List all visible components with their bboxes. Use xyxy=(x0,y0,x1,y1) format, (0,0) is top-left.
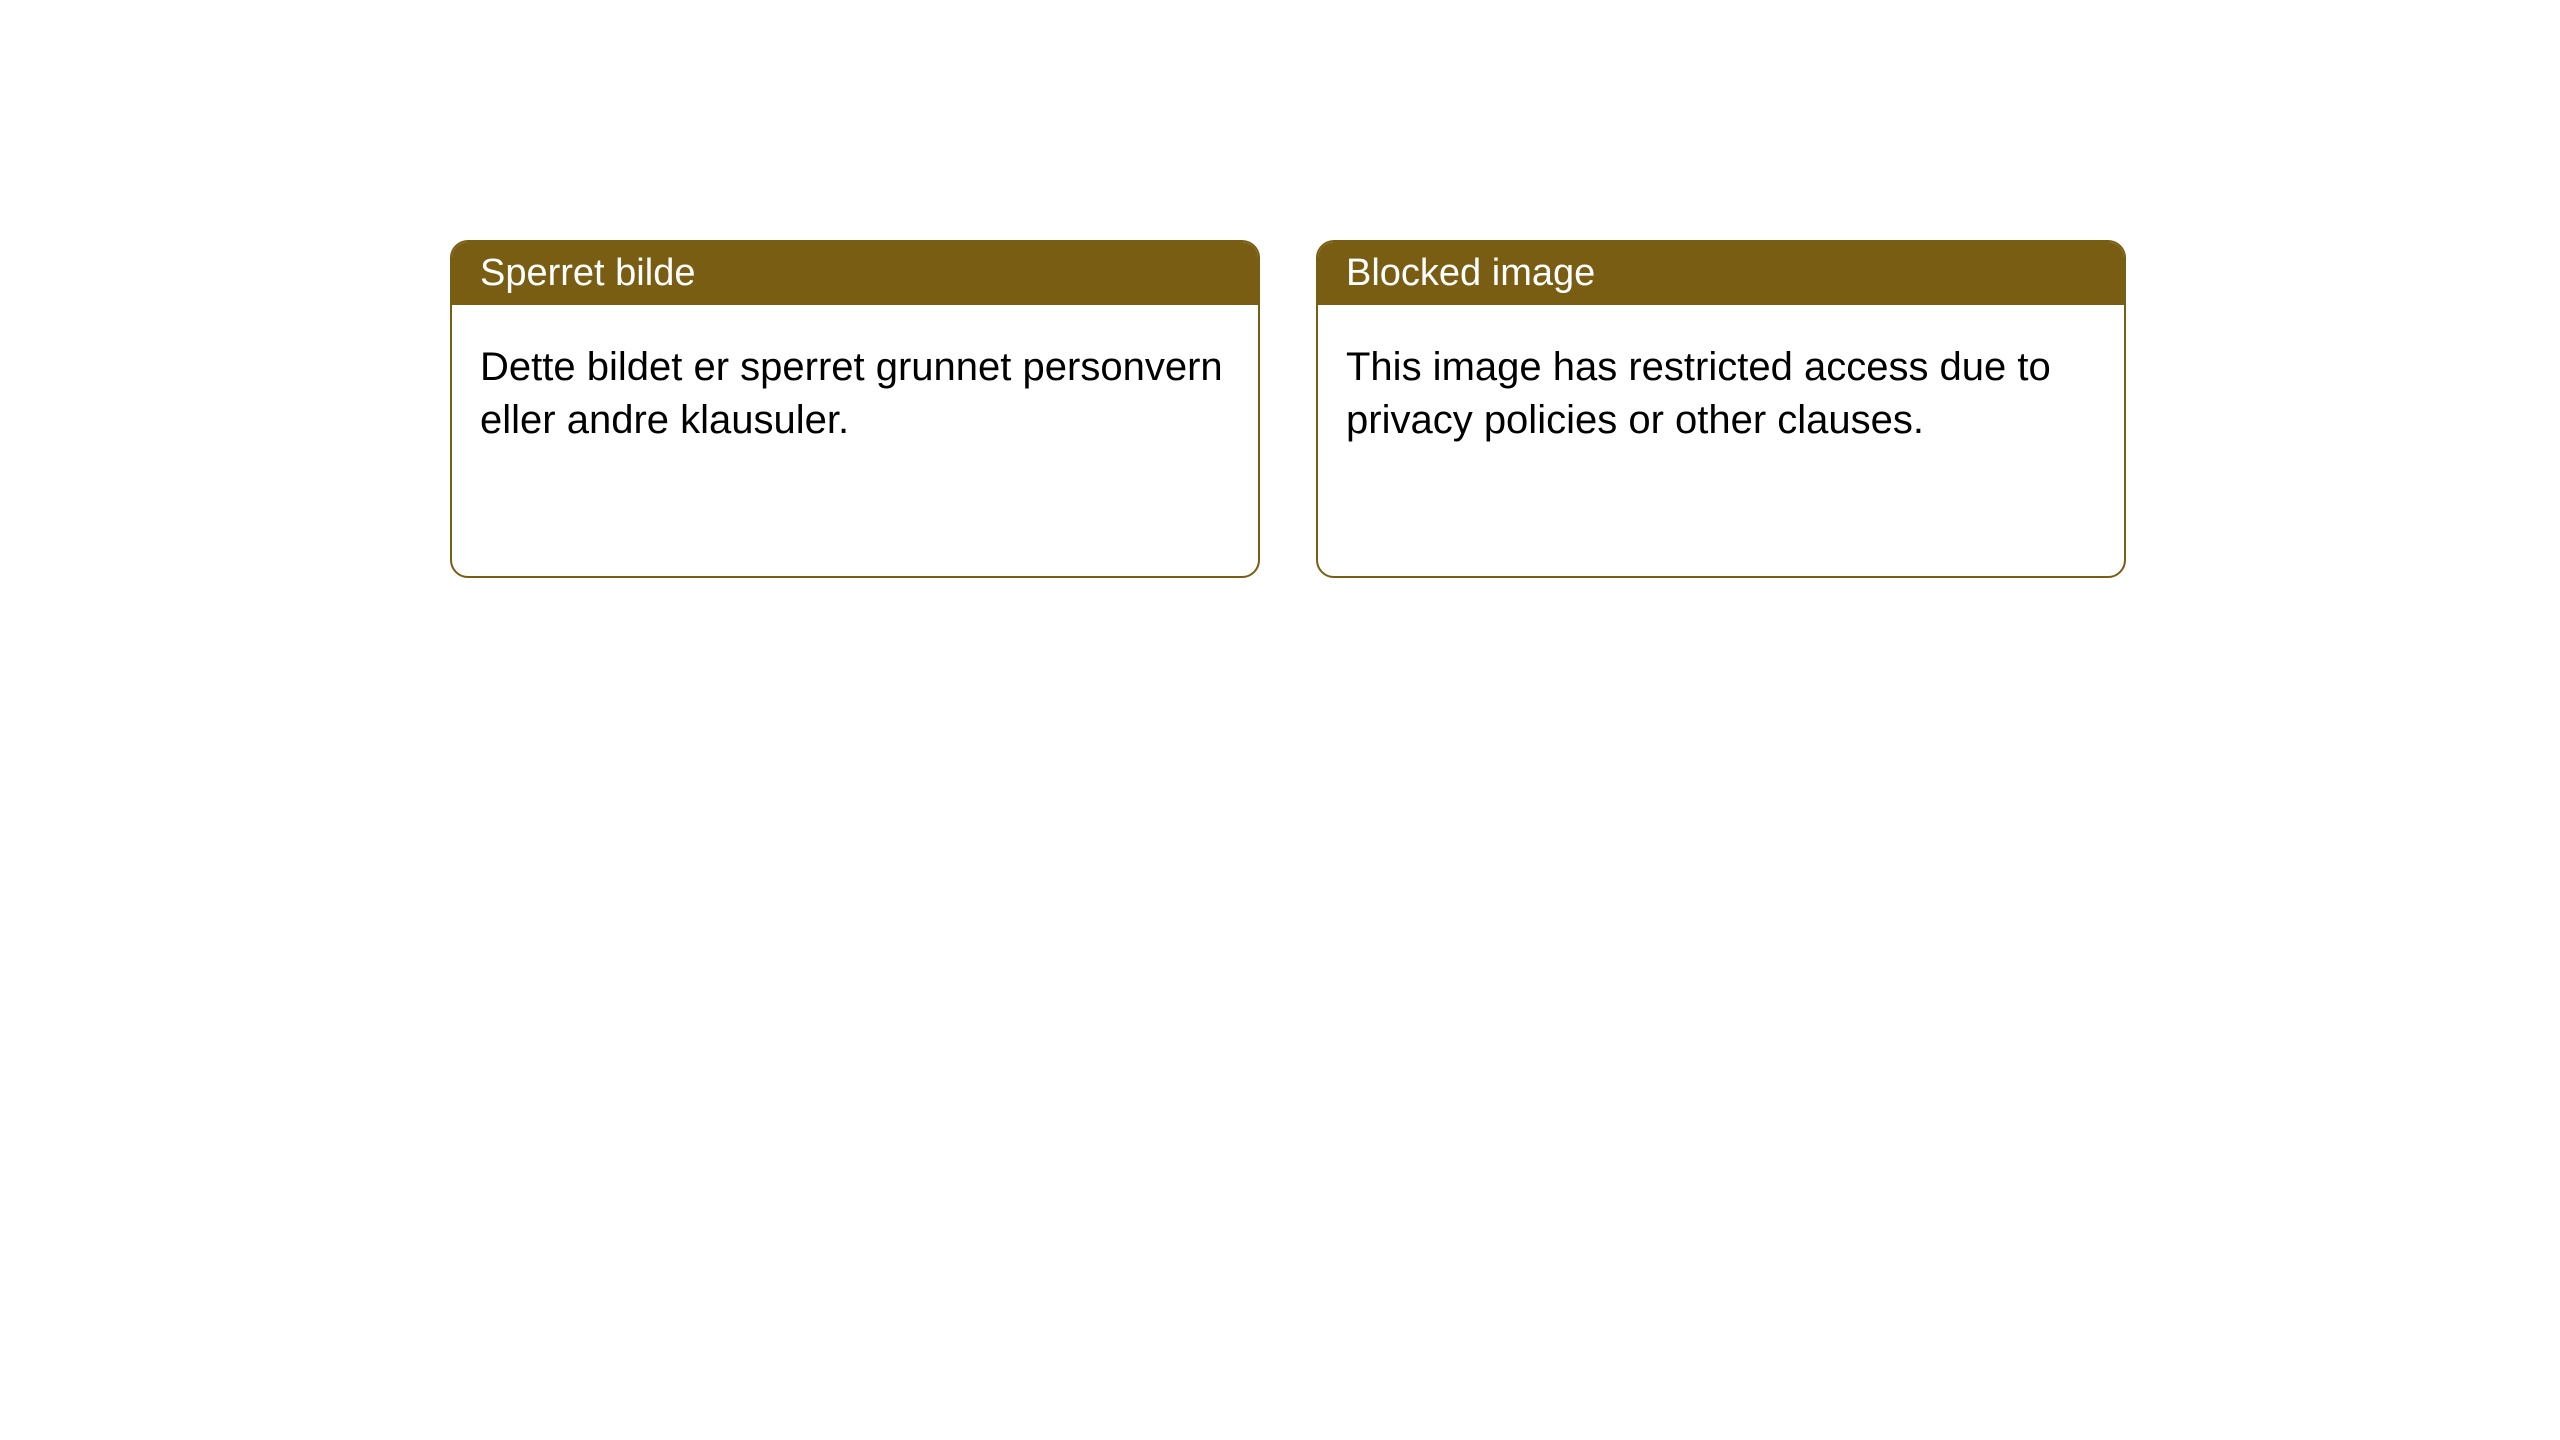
notice-card-english: Blocked image This image has restricted … xyxy=(1316,240,2126,578)
card-header: Blocked image xyxy=(1318,242,2124,305)
card-message: Dette bildet er sperret grunnet personve… xyxy=(480,345,1223,442)
card-header: Sperret bilde xyxy=(452,242,1258,305)
notice-card-norwegian: Sperret bilde Dette bildet er sperret gr… xyxy=(450,240,1260,578)
card-body: Dette bildet er sperret grunnet personve… xyxy=(452,305,1258,483)
card-title: Sperret bilde xyxy=(480,252,695,294)
card-message: This image has restricted access due to … xyxy=(1346,345,2051,442)
notice-container: Sperret bilde Dette bildet er sperret gr… xyxy=(0,0,2560,578)
card-body: This image has restricted access due to … xyxy=(1318,305,2124,483)
card-title: Blocked image xyxy=(1346,252,1595,294)
